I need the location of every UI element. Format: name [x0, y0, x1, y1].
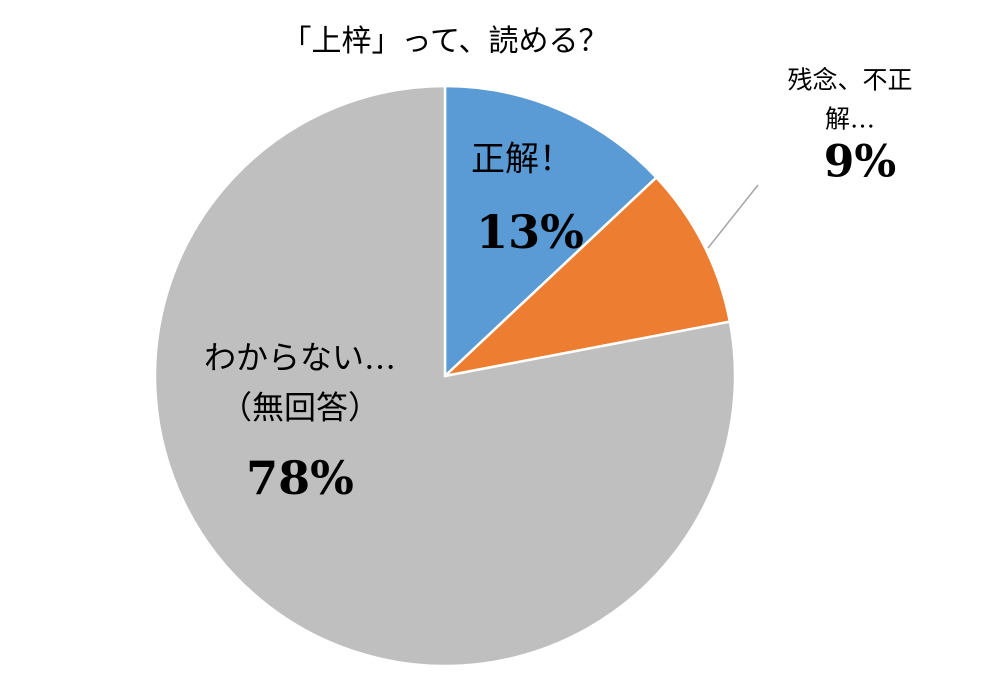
- slice-label: 残念、不正解…: [787, 65, 913, 133]
- pie-slice: [443, 84, 659, 379]
- value-label: 78%: [246, 451, 354, 505]
- chart-title: 「上梓」って、読める？: [281, 24, 609, 59]
- slice-label: わからない… （無回答）: [203, 338, 397, 426]
- slice-label: 正解！: [471, 139, 573, 180]
- pie-slice: [441, 175, 732, 379]
- pie-slice: [153, 84, 737, 668]
- value-label: 9%: [823, 136, 897, 188]
- value-label: 13%: [476, 205, 584, 259]
- leader-line: [707, 184, 759, 249]
